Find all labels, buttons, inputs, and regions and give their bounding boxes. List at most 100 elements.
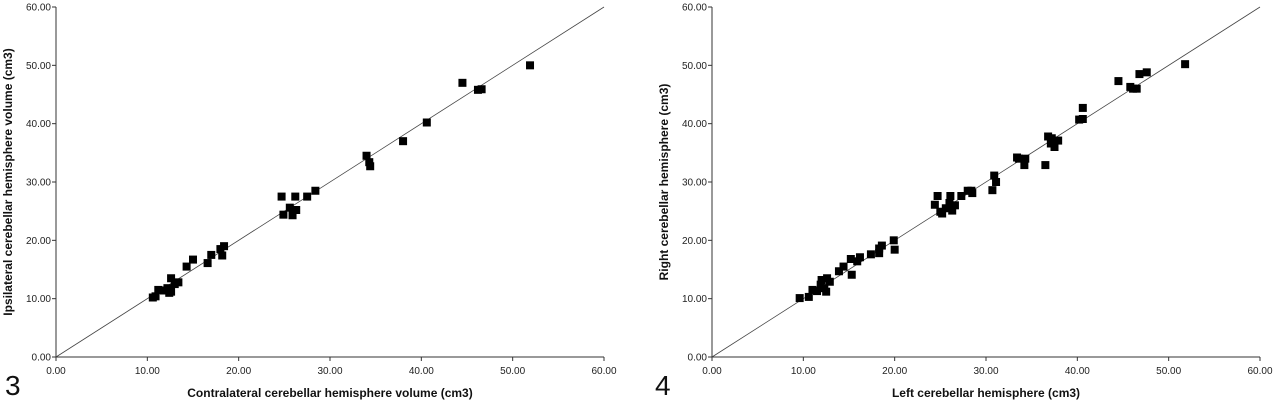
x-tick-label: 40.00 (409, 366, 434, 377)
data-point (1014, 154, 1023, 163)
y-tick-label: 50.00 (682, 61, 707, 72)
y-tick-label: 40.00 (682, 119, 707, 130)
x-tick-label: 10.00 (791, 366, 816, 377)
data-point (957, 192, 966, 200)
data-point (1142, 68, 1151, 77)
x-tick-label: 30.00 (973, 366, 998, 377)
data-point (945, 199, 954, 207)
x-tick-label: 10.00 (135, 366, 160, 377)
data-point (855, 253, 864, 262)
data-point (938, 209, 947, 218)
data-point (477, 85, 486, 94)
y-tick-label: 50.00 (26, 61, 51, 72)
data-point (846, 255, 855, 263)
x-axis-label: Left cerebellar hemisphere (cm3) (892, 386, 1080, 400)
data-point (366, 162, 375, 171)
data-point (808, 285, 817, 294)
data-point (174, 278, 183, 287)
data-point (277, 192, 286, 201)
data-point (1050, 143, 1059, 151)
y-tick-label: 10.00 (26, 294, 51, 305)
data-point (990, 171, 999, 180)
data-point (950, 201, 959, 210)
reference-line (55, 6, 605, 358)
data-point (207, 250, 216, 259)
data-point (866, 250, 875, 259)
y-axis-label: Right cerebellar hemisphere (cm3) (657, 84, 671, 281)
data-point (948, 206, 957, 215)
x-tick-label: 0.00 (702, 366, 722, 377)
data-point (303, 192, 312, 201)
data-point (154, 285, 163, 294)
data-point (813, 287, 822, 296)
data-point (825, 277, 834, 286)
data-point (946, 192, 955, 200)
panel-label: 3 (5, 370, 21, 401)
data-point (1181, 60, 1190, 69)
chart-right-vs-left: Right cerebellar hemisphere (cm3) Left c… (655, 3, 1273, 401)
data-point (526, 61, 535, 70)
y-tick-label: 0.00 (32, 353, 52, 364)
data-point (1132, 84, 1141, 93)
data-point (1020, 161, 1029, 170)
data-point (992, 178, 1001, 186)
x-tick-label: 60.00 (1247, 366, 1272, 377)
data-point (933, 192, 942, 200)
data-point (218, 251, 227, 260)
data-point (941, 204, 950, 213)
data-point (968, 189, 977, 198)
y-tick-label: 40.00 (26, 119, 51, 130)
y-tick-label: 60.00 (682, 3, 707, 14)
data-point (889, 236, 898, 245)
data-point (890, 245, 899, 254)
data-point (930, 200, 939, 209)
data-point (399, 137, 408, 146)
data-point (1078, 115, 1087, 123)
data-point (839, 262, 848, 271)
data-point (795, 294, 804, 303)
data-point (1135, 70, 1144, 79)
data-point (1054, 136, 1063, 145)
data-point (182, 262, 191, 271)
data-point (189, 255, 197, 264)
y-tick-label: 30.00 (26, 178, 51, 189)
data-point (804, 292, 813, 301)
reference-line (711, 6, 1261, 358)
data-point (311, 186, 320, 195)
x-tick-label: 60.00 (591, 366, 616, 377)
y-tick-label: 20.00 (26, 236, 51, 247)
chart-ipsilateral-vs-contralateral: Ipsilateral cerebellar hemisphere volume… (1, 3, 617, 401)
data-point (988, 186, 997, 195)
data-point (151, 292, 160, 301)
y-tick-label: 10.00 (682, 294, 707, 305)
x-tick-label: 20.00 (226, 366, 251, 377)
data-point (817, 276, 826, 284)
data-point (458, 78, 467, 87)
data-point (834, 267, 843, 276)
x-tick-label: 0.00 (46, 366, 66, 377)
data-point (1114, 77, 1123, 86)
y-tick-label: 0.00 (688, 353, 708, 364)
data-point (1041, 161, 1050, 170)
data-point (1021, 154, 1030, 163)
y-tick-label: 60.00 (26, 3, 51, 14)
y-tick-label: 20.00 (682, 236, 707, 247)
data-point (279, 210, 288, 219)
data-point (362, 151, 371, 160)
data-point (285, 203, 294, 212)
data-point (167, 274, 176, 283)
x-tick-label: 50.00 (1156, 366, 1181, 377)
data-point (853, 257, 862, 266)
data-point (288, 211, 297, 220)
data-point (1047, 134, 1056, 143)
x-tick-label: 40.00 (1065, 366, 1090, 377)
data-point (822, 287, 831, 296)
data-point (422, 118, 431, 127)
data-point (292, 206, 301, 214)
data-point (877, 241, 886, 250)
x-tick-label: 50.00 (500, 366, 525, 377)
data-point (167, 287, 176, 296)
data-point (220, 242, 229, 251)
y-axis-label: Ipsilateral cerebellar hemisphere volume… (1, 48, 15, 315)
